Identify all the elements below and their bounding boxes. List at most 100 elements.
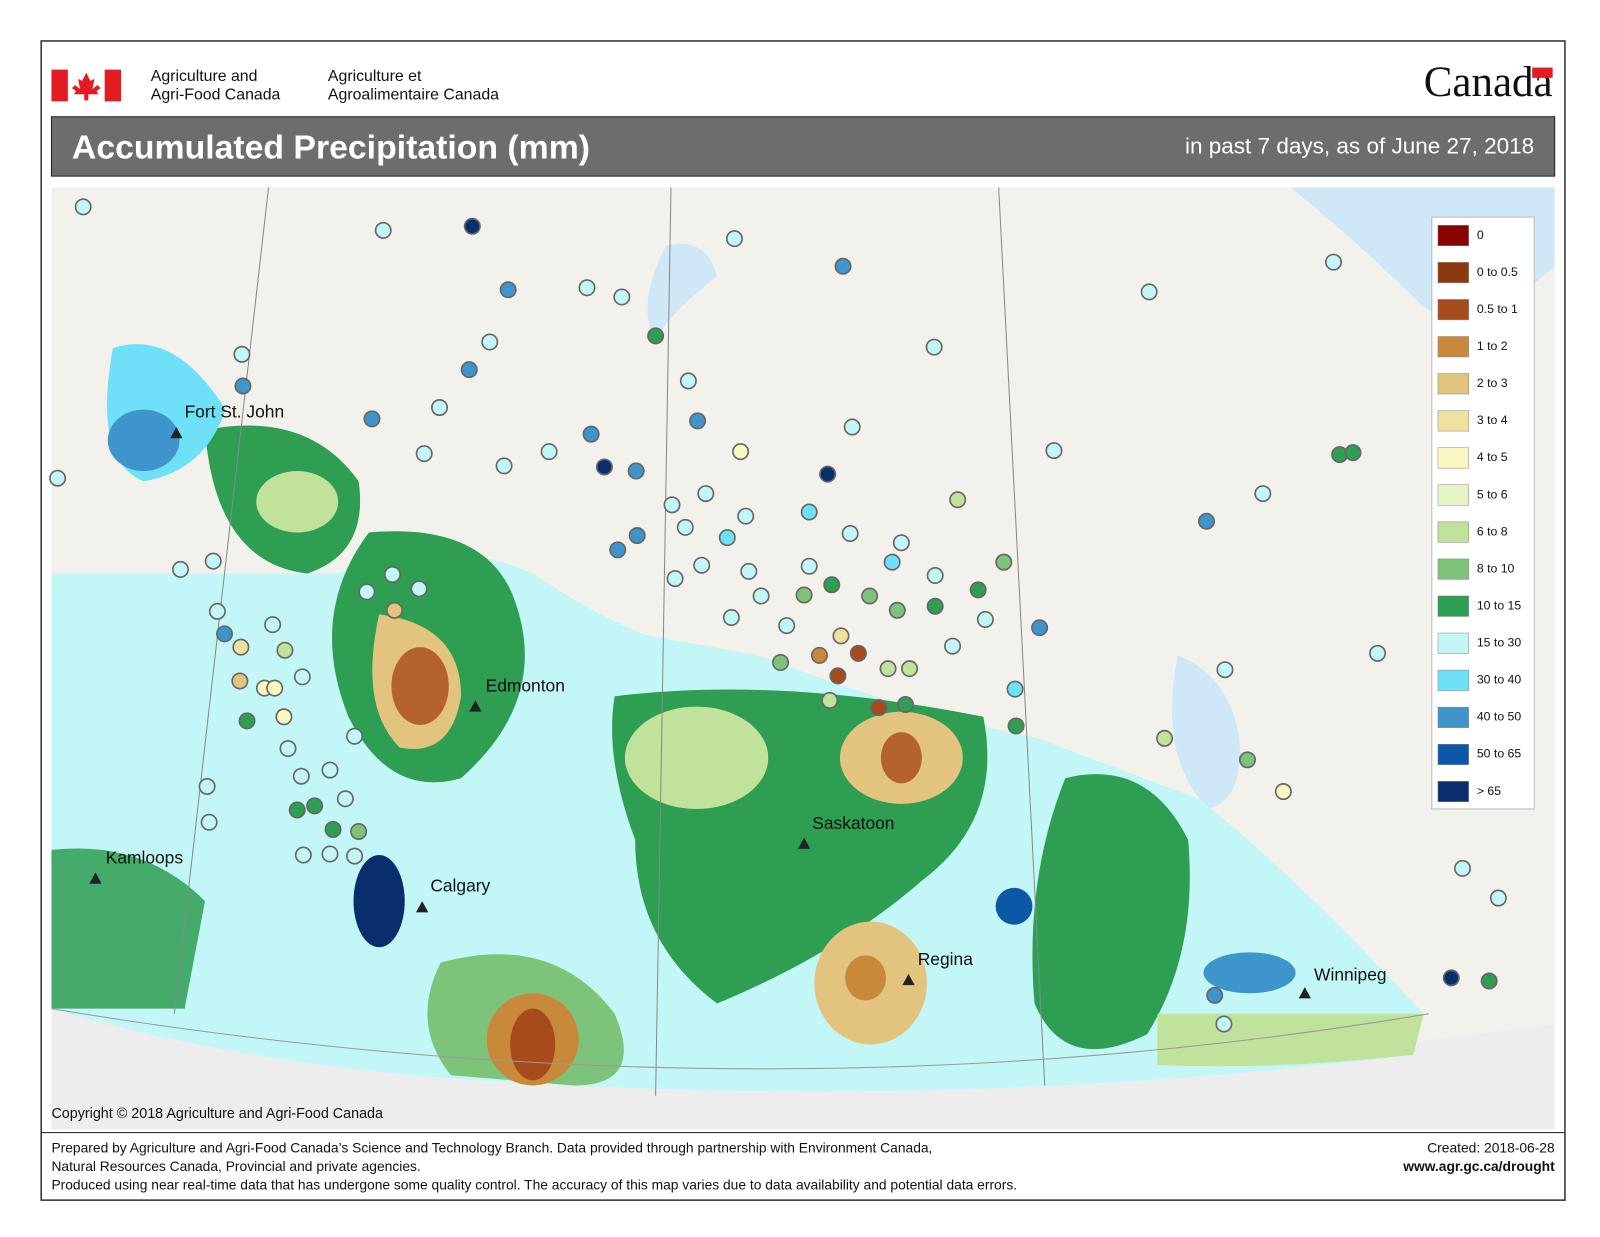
station (1006, 680, 1024, 698)
city-label: Regina (918, 949, 973, 969)
city-marker (469, 700, 482, 712)
city-marker (902, 973, 915, 986)
wordmark-flag (1532, 67, 1553, 78)
city-marker (1298, 987, 1311, 999)
station (294, 846, 312, 864)
station (1442, 969, 1460, 987)
legend-label: 30 to 40 (1477, 673, 1522, 687)
station (976, 611, 994, 629)
legend-label: 6 to 8 (1477, 524, 1508, 538)
stations (49, 198, 1507, 1033)
legend-swatch (1437, 447, 1469, 469)
cities: Fort St. John Edmonton Kamloops Calgary Sask… (89, 401, 1387, 999)
station (276, 641, 294, 659)
station (233, 345, 251, 363)
station (346, 847, 364, 865)
station (238, 712, 256, 730)
station (198, 777, 216, 795)
station (949, 491, 967, 509)
legend-label: 2 to 3 (1477, 376, 1508, 390)
footer-line: Produced using near real-time data that … (51, 1176, 1017, 1192)
source-url: www.agr.gc.ca/drought (1402, 1158, 1555, 1174)
station (293, 668, 311, 686)
dept-fr: Agroalimentaire Canada (328, 86, 499, 103)
legend-swatch (1437, 262, 1469, 284)
station (499, 281, 517, 299)
station (582, 425, 600, 443)
legend-label: 8 to 10 (1477, 561, 1515, 575)
legend-swatch (1437, 558, 1469, 580)
station (358, 583, 376, 601)
station (1454, 859, 1472, 877)
station (540, 443, 558, 461)
legend-swatch (1437, 299, 1469, 321)
subtitle: in past 7 days, as of June 27, 2018 (1185, 133, 1534, 158)
station (216, 625, 234, 643)
station (879, 660, 897, 678)
station (737, 507, 755, 525)
station (1274, 783, 1292, 801)
station (306, 797, 324, 815)
legend-label: 3 to 4 (1477, 413, 1508, 427)
station (901, 660, 919, 678)
station (279, 740, 297, 758)
station (969, 581, 987, 599)
station (321, 845, 339, 863)
legend-swatch (1437, 484, 1469, 506)
station (374, 221, 392, 239)
created-date: Created: 2018-06-28 (1427, 1140, 1555, 1156)
station (363, 410, 381, 428)
station (663, 496, 681, 514)
station (481, 333, 499, 351)
legend-label: 0 to 0.5 (1477, 265, 1518, 279)
station (628, 527, 646, 545)
legend-swatch (1437, 595, 1469, 617)
station (609, 541, 627, 559)
station (1489, 889, 1507, 907)
station (1369, 644, 1387, 662)
footer-line: Prepared by Agriculture and Agri-Food Ca… (51, 1140, 932, 1156)
station (647, 327, 665, 345)
station (819, 465, 837, 483)
station (200, 813, 218, 831)
station (800, 503, 818, 521)
station (689, 412, 707, 430)
station (666, 570, 684, 588)
legend-label: 0 (1477, 228, 1484, 242)
legend-swatch (1437, 410, 1469, 432)
legend-swatch (1437, 706, 1469, 728)
legend-swatch (1437, 373, 1469, 395)
city-label: Calgary (430, 875, 490, 895)
station (1198, 512, 1216, 530)
station (725, 230, 743, 248)
station (892, 534, 910, 552)
station (896, 696, 914, 714)
station (1344, 444, 1362, 462)
station (346, 727, 364, 745)
station (810, 646, 828, 664)
city-label: Fort St. John (185, 401, 285, 421)
station (834, 257, 852, 275)
legend-swatch (1437, 669, 1469, 691)
station (1215, 1015, 1233, 1033)
station (350, 822, 368, 840)
station (1254, 485, 1272, 503)
city-label: Winnipeg (1314, 964, 1387, 984)
legend-label: 1 to 2 (1477, 339, 1508, 353)
legend-swatch (1437, 632, 1469, 654)
station (578, 279, 596, 297)
station (795, 586, 813, 604)
station (883, 553, 901, 571)
station (231, 672, 249, 690)
station (627, 462, 645, 480)
station (410, 580, 428, 598)
city-marker (415, 901, 429, 913)
station (463, 217, 481, 235)
station (613, 288, 631, 306)
station (740, 562, 758, 580)
legend-label: 5 to 6 (1477, 487, 1508, 501)
station (431, 399, 449, 417)
station (778, 617, 796, 635)
station (234, 377, 252, 395)
legend-label: 15 to 30 (1477, 636, 1522, 650)
